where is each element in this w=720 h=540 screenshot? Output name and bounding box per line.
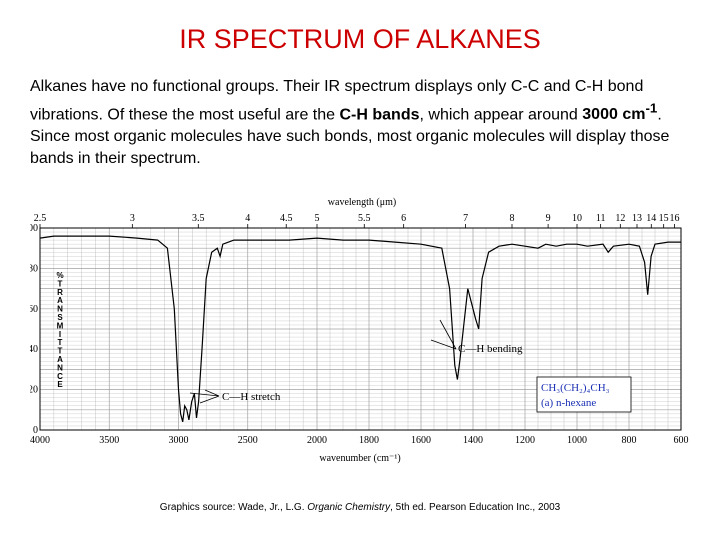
x-tick-label: 3000 bbox=[169, 435, 189, 446]
top-tick-label: 3.5 bbox=[192, 213, 205, 224]
y-label-char: N bbox=[57, 363, 63, 372]
source-book-title: Organic Chemistry bbox=[307, 502, 391, 513]
y-tick-label: 80 bbox=[30, 263, 38, 274]
x-tick-label: 1800 bbox=[359, 435, 379, 446]
y-label-char: R bbox=[57, 288, 63, 297]
intro-text-1: Alkanes have no functional groups. Their… bbox=[30, 78, 644, 124]
top-tick-label: 13 bbox=[632, 213, 642, 224]
compound-name: (a) n-hexane bbox=[541, 397, 596, 409]
top-tick-label: 3 bbox=[130, 213, 135, 224]
top-tick-label: 9 bbox=[546, 213, 551, 224]
y-label-char: A bbox=[57, 355, 63, 364]
y-label-char: S bbox=[57, 313, 63, 322]
grid bbox=[39, 227, 682, 431]
y-label-char: N bbox=[57, 305, 63, 314]
top-tick-label: 12 bbox=[615, 213, 625, 224]
y-label-char: T bbox=[58, 279, 63, 288]
y-label-char: I bbox=[59, 330, 61, 339]
intro-text-3: . Since most organic molecules have such… bbox=[30, 106, 670, 168]
x-tick-label: 600 bbox=[674, 435, 689, 446]
top-tick-label: 16 bbox=[670, 213, 680, 224]
ch-bending-label: C—H bending bbox=[458, 343, 523, 355]
page-title: IR SPECTRUM OF ALKANES bbox=[179, 24, 541, 54]
source-suffix: , 5th ed. Pearson Education Inc., 2003 bbox=[390, 502, 561, 513]
y-tick-label: 40 bbox=[30, 344, 38, 355]
top-tick-label: 11 bbox=[596, 213, 606, 224]
x-tick-label: 2500 bbox=[238, 435, 258, 446]
intro-paragraph: Alkanes have no functional groups. Their… bbox=[30, 76, 700, 170]
top-tick-label: 14 bbox=[646, 213, 656, 224]
source-prefix: Graphics source: Wade, Jr., L.G. bbox=[159, 502, 308, 513]
compound-formula: CH₃(CH₂)₄CH₃ bbox=[541, 382, 610, 394]
top-tick-label: 7 bbox=[463, 213, 468, 224]
y-label-char: % bbox=[56, 271, 63, 280]
y-label-char: C bbox=[57, 372, 63, 381]
y-label-char: E bbox=[57, 380, 63, 389]
top-tick-label: 4 bbox=[245, 213, 250, 224]
annotation-ch-bending: C—H bending bbox=[430, 319, 523, 355]
y-tick-label: 0 bbox=[33, 425, 38, 436]
x-tick-label: 800 bbox=[622, 435, 637, 446]
top-tick-label: 8 bbox=[510, 213, 515, 224]
x-axis-label: wavenumber (cm⁻¹) bbox=[319, 453, 400, 464]
x-tick-label: 1000 bbox=[567, 435, 587, 446]
x-tick-label: 1200 bbox=[515, 435, 535, 446]
x-tick-label: 4000 bbox=[30, 435, 50, 446]
annotation-ch-stretch: C—H stretch bbox=[189, 389, 281, 404]
intro-bold-wavenumber: 3000 cm-1 bbox=[582, 101, 658, 124]
y-tick-label: 20 bbox=[30, 385, 38, 396]
top-tick-label: 6 bbox=[401, 213, 406, 224]
y-label-char: T bbox=[58, 338, 63, 347]
ch-stretch-label: C—H stretch bbox=[222, 391, 281, 403]
y-tick-label: 100 bbox=[30, 223, 38, 234]
graphics-source-credit: Graphics source: Wade, Jr., L.G. Organic… bbox=[0, 502, 720, 513]
x-tick-label: 2000 bbox=[307, 435, 327, 446]
x-tick-label: 1600 bbox=[411, 435, 431, 446]
x-tick-label: 1400 bbox=[463, 435, 483, 446]
y-tick-label: 60 bbox=[30, 304, 38, 315]
spectrum-series-line bbox=[39, 235, 681, 423]
y-label-char: A bbox=[57, 296, 63, 305]
top-tick-label: 10 bbox=[572, 213, 582, 224]
axis-ticks: 4000 3500 3000 2500 2000 1800 1600 1400 1200 1000… bbox=[30, 213, 689, 446]
y-label-char: T bbox=[58, 347, 63, 356]
top-axis-label: wavelength (μm) bbox=[328, 197, 396, 208]
ir-spectrum-chart: wavelength (μm) 4000 3500 3000 2500 2000 1800… bbox=[30, 190, 700, 470]
intro-bold-ch-bands: C-H bands bbox=[339, 106, 420, 124]
top-tick-label: 4.5 bbox=[280, 213, 293, 224]
x-tick-label: 3500 bbox=[99, 435, 119, 446]
top-tick-label: 15 bbox=[659, 213, 669, 224]
top-tick-label: 5 bbox=[315, 213, 320, 224]
compound-label-box: CH₃(CH₂)₄CH₃ (a) n-hexane bbox=[536, 376, 632, 413]
y-label-char: M bbox=[57, 321, 64, 330]
intro-superscript: -1 bbox=[645, 101, 658, 116]
top-tick-label: 2.5 bbox=[34, 213, 47, 224]
top-tick-label: 5.5 bbox=[358, 213, 371, 224]
intro-text-2: , which appear around bbox=[419, 106, 583, 124]
